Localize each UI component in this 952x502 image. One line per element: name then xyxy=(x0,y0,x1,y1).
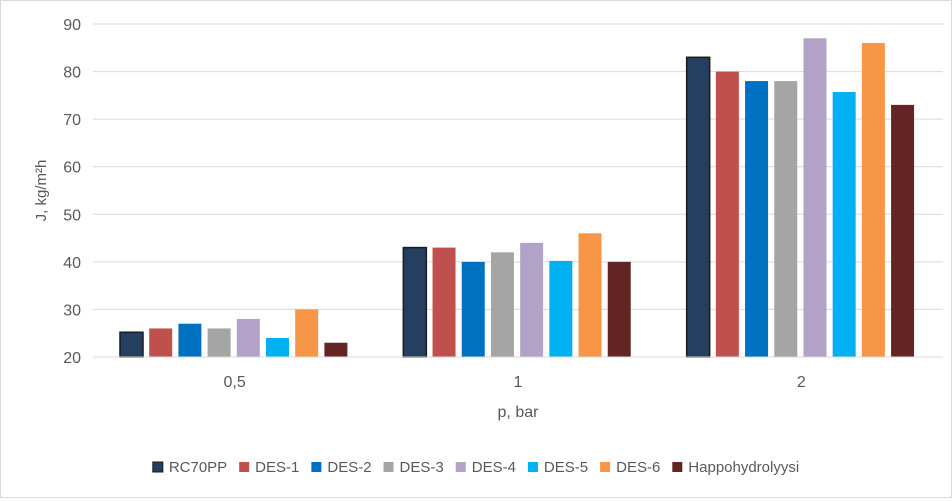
y-tick-label: 70 xyxy=(63,112,81,129)
x-tick-label: 0,5 xyxy=(224,374,246,391)
bar-des-2-3 xyxy=(745,81,769,357)
x-tick-label: 1 xyxy=(514,374,523,391)
bar-des-5-1 xyxy=(266,337,289,357)
bar-des-6-1 xyxy=(295,309,319,357)
legend-item-des-1: DES-1 xyxy=(239,459,299,476)
y-tick-label: 50 xyxy=(63,207,81,224)
bar-des-1-1 xyxy=(149,328,173,357)
bar-des-1-2 xyxy=(432,247,456,357)
legend-item-des-6: DES-6 xyxy=(600,459,660,476)
legend-swatch xyxy=(527,462,538,472)
bars xyxy=(119,38,915,358)
legend: RC70PP DES-1 DES-2 DES-3 DES-4 DES-5 DES-6 Happ… xyxy=(152,459,799,476)
legend-swatch xyxy=(600,462,611,472)
x-axis-tick-labels: 0,5 1 2 xyxy=(224,374,806,391)
legend-item-des-3: DES-3 xyxy=(383,459,444,476)
x-tick-label: 2 xyxy=(797,374,806,391)
legend-label: Happohydrolyysi xyxy=(688,459,799,476)
y-tick-label: 20 xyxy=(63,350,81,367)
bar-des-6-3 xyxy=(861,43,885,358)
bar-des-5-3 xyxy=(832,92,856,357)
bar-rc70pp-3 xyxy=(685,56,711,358)
y-tick-label: 60 xyxy=(63,160,81,177)
legend-item-des-4: DES-4 xyxy=(455,459,516,476)
bar-des-2-1 xyxy=(178,323,202,357)
legend-label: DES-1 xyxy=(255,459,299,476)
bar-des-3-1 xyxy=(207,328,231,357)
y-tick-label: 80 xyxy=(63,65,81,82)
legend-label: DES-4 xyxy=(472,459,516,476)
bar-des-3-2 xyxy=(490,252,514,357)
bar-des-2-2 xyxy=(461,261,485,357)
y-axis-tick-labels: 20 30 40 50 60 70 80 90 xyxy=(63,17,81,367)
legend-swatch xyxy=(383,462,394,472)
legend-swatch xyxy=(239,462,250,472)
bar-des-6-2 xyxy=(578,233,602,357)
bar-happohydrolyysi-2 xyxy=(607,261,631,357)
legend-item-des-5: DES-5 xyxy=(527,459,588,476)
bar-rc70pp-1 xyxy=(119,331,144,358)
y-tick-label: 30 xyxy=(63,302,81,319)
y-tick-label: 40 xyxy=(63,255,81,272)
legend-swatch xyxy=(152,461,164,473)
bar-des-5-2 xyxy=(549,260,573,357)
x-axis-label: p, bar xyxy=(498,404,540,421)
legend-item-des-2: DES-2 xyxy=(311,459,372,476)
bar-des-4-1 xyxy=(236,318,260,357)
legend-label: DES-5 xyxy=(544,459,588,476)
legend-item-rc70pp: RC70PP xyxy=(152,459,227,476)
bar-des-4-2 xyxy=(520,242,544,357)
bar-des-1-3 xyxy=(715,71,739,358)
legend-label: DES-3 xyxy=(400,459,444,476)
legend-swatch xyxy=(672,462,683,472)
bar-happohydrolyysi-3 xyxy=(891,104,915,357)
legend-swatch xyxy=(311,462,322,472)
gridlines xyxy=(93,23,943,310)
legend-item-happohydrolyysi: Happohydrolyysi xyxy=(672,459,799,476)
legend-label: RC70PP xyxy=(169,459,227,476)
bar-des-3-3 xyxy=(774,81,798,357)
legend-label: DES-2 xyxy=(327,459,371,476)
bar-happohydrolyysi-1 xyxy=(324,342,348,357)
y-tick-label: 90 xyxy=(63,17,81,34)
legend-swatch xyxy=(455,462,466,472)
bar-rc70pp-2 xyxy=(402,246,428,358)
legend-label: DES-6 xyxy=(616,459,660,476)
bar-des-4-3 xyxy=(803,38,827,358)
y-axis-label: J, kg/m²h xyxy=(33,160,50,222)
